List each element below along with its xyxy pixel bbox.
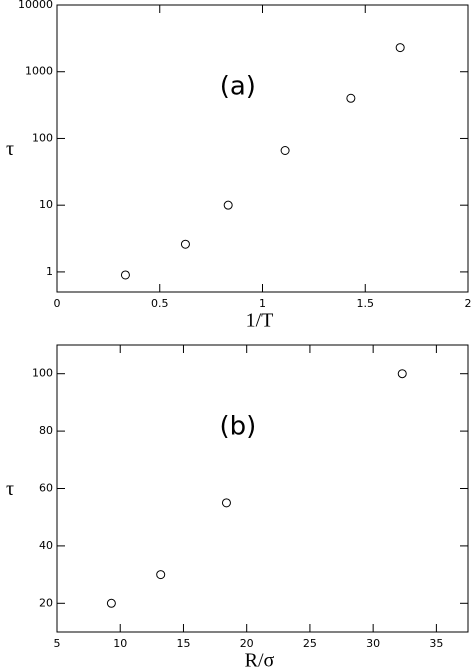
x-tick-label: 2 [465, 297, 472, 310]
marker [395, 43, 405, 53]
y-tick-label: 100 [32, 131, 53, 144]
y-tick-label: 1 [46, 265, 53, 278]
x-tick-label: 1.5 [357, 297, 375, 310]
x-tick-label: 0.5 [151, 297, 169, 310]
y-tick-label: 20 [39, 596, 53, 609]
plot-frame [56, 344, 469, 633]
marker [397, 369, 407, 379]
x-tick-label: 10 [113, 637, 127, 650]
x-tick-label: 30 [366, 637, 380, 650]
x-tick-label: 1 [259, 297, 266, 310]
y-tick-label: 1000 [25, 65, 53, 78]
y-tick-label: 60 [39, 482, 53, 495]
x-tick-label: 0 [54, 297, 61, 310]
marker [346, 93, 356, 103]
y-axis-label: τ [6, 138, 14, 160]
x-tick-label: 20 [240, 637, 254, 650]
annotation: (b) [219, 412, 256, 442]
marker [106, 598, 116, 608]
marker [223, 200, 233, 210]
x-axis-label: R/σ [245, 650, 275, 668]
marker [280, 145, 290, 155]
annotation: (a) [220, 72, 256, 102]
marker [180, 239, 190, 249]
marker [120, 270, 130, 280]
x-axis-label: 1/T [246, 310, 274, 332]
y-axis-label: τ [6, 478, 14, 500]
x-tick-label: 5 [54, 637, 61, 650]
x-tick-label: 35 [429, 637, 443, 650]
x-tick-label: 15 [176, 637, 190, 650]
x-tick-label: 25 [303, 637, 317, 650]
plot-frame [56, 4, 469, 293]
y-tick-label: 40 [39, 539, 53, 552]
marker [156, 570, 166, 580]
y-tick-label: 80 [39, 424, 53, 437]
y-tick-label: 100 [32, 367, 53, 380]
y-tick-label: 10 [39, 198, 53, 211]
marker [221, 498, 231, 508]
y-tick-label: 10000 [18, 0, 53, 11]
